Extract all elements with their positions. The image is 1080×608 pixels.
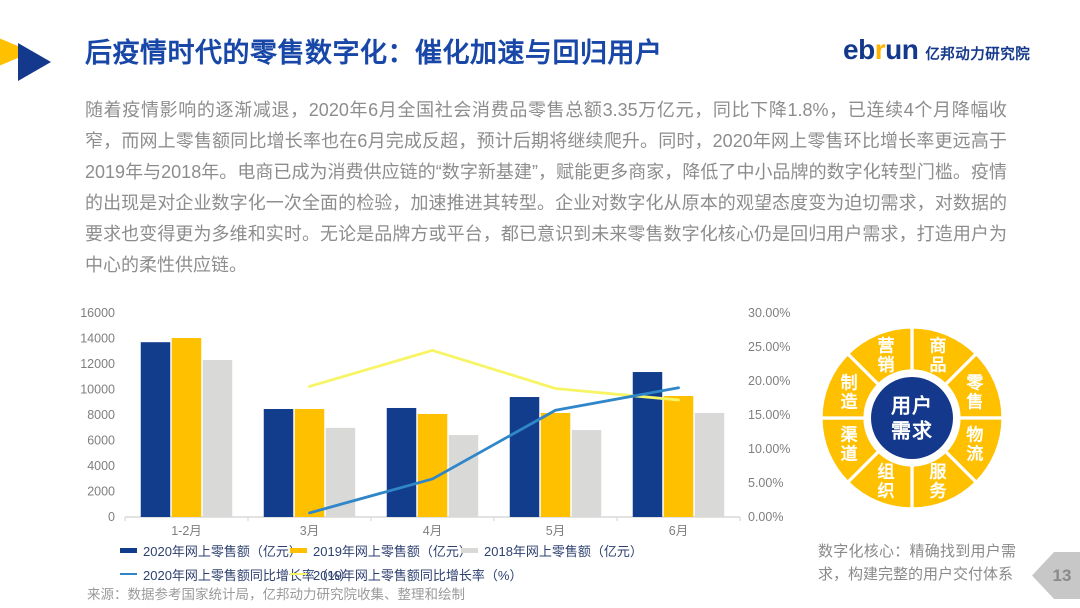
bar-1-2月-series1	[171, 337, 202, 517]
legend-label: 2019年网上零售额（亿元）	[313, 543, 472, 559]
body-paragraph: 随着疫情影响的逐渐减退，2020年6月全国社会消费品零售总额3.35万亿元，同比…	[85, 100, 1007, 275]
left-axis-tick: 12000	[80, 357, 115, 371]
legend-item-1: 2019年网上零售额（亿元）	[290, 543, 472, 559]
page-number-badge: 13	[1032, 552, 1080, 599]
right-axis-tick: 10.00%	[748, 442, 790, 456]
right-axis-tick: 0.00%	[748, 510, 783, 524]
legend-item-3: 2020年网上零售额同比增长率（%）	[120, 567, 353, 583]
legend-label: 2020年网上零售额同比增长率（%）	[143, 567, 353, 583]
left-axis-tick: 0	[108, 510, 115, 524]
x-axis-label: 4月	[423, 524, 442, 538]
legend-line-swatch	[120, 572, 137, 576]
growth-line-series1	[308, 349, 680, 402]
x-axis-label: 6月	[669, 524, 688, 538]
donut-segment-label-1: 零售	[965, 373, 984, 411]
left-axis-tick: 16000	[80, 306, 115, 320]
bar-4月-series2	[448, 435, 479, 517]
donut-segment-7	[846, 325, 914, 387]
legend-item-2: 2018年网上零售额（亿元）	[461, 543, 643, 559]
bar-5月-series0	[509, 397, 540, 517]
x-axis-label: 5月	[546, 524, 565, 538]
left-axis-tick: 2000	[87, 485, 115, 499]
donut-segment-label-3: 服务	[930, 462, 948, 500]
blue-arrow-icon	[18, 43, 51, 81]
left-axis-tick: 6000	[87, 434, 115, 448]
right-axis-tick: 5.00%	[748, 476, 783, 490]
left-axis-tick: 8000	[87, 408, 115, 422]
donut-segment-label-6: 制造	[841, 372, 859, 411]
donut-segment-label-5: 渠道	[840, 425, 859, 464]
bar-5月-series1	[540, 412, 571, 517]
bar-4月-series0	[386, 407, 417, 517]
x-axis-label: 1-2月	[171, 524, 202, 538]
legend-item-4: 2019年网上零售额同比增长率（%）	[290, 567, 523, 583]
growth-line-series0	[308, 386, 680, 515]
donut-segment-label-2: 物流	[966, 425, 983, 464]
retail-sales-combo-chart: 0 2000 4000 6000 8000 10000 12000 14000 16000 0.0…	[80, 306, 790, 538]
legend-bar-swatch	[290, 547, 307, 553]
ebrun-logo: ebrun 亿邦动力研究院	[843, 34, 1030, 66]
donut-caption: 数字化核心：精确找到用户需求，构建完整的用户交付体系	[818, 543, 1016, 583]
bar-1-2月-series2	[202, 360, 233, 517]
bar-3月-series1	[294, 409, 325, 517]
legend-bar-swatch	[120, 547, 137, 553]
right-axis-tick: 30.00%	[748, 306, 790, 320]
bar-6月-series2	[694, 412, 725, 517]
donut-center-label: 用户需求	[891, 394, 933, 443]
right-axis-tick: 25.00%	[748, 340, 790, 354]
donut-segment-label-7: 营销	[877, 336, 894, 375]
legend-bar-swatch	[461, 547, 478, 553]
page-title: 后疫情时代的零售数字化：催化加速与回归用户	[85, 38, 663, 68]
bar-6月-series1	[663, 396, 694, 517]
right-axis-tick: 20.00%	[748, 374, 790, 388]
donut-segment-label-0: 商品	[930, 336, 947, 375]
logo-org-name: 亿邦动力研究院	[925, 47, 1031, 63]
left-axis-tick: 4000	[87, 459, 115, 473]
legend-label: 2019年网上零售额同比增长率（%）	[313, 567, 523, 583]
donut-center-circle	[871, 377, 953, 459]
bar-3月-series0	[263, 409, 294, 517]
legend-line-swatch	[290, 572, 307, 576]
logo-wordmark: ebrun	[843, 34, 919, 65]
right-axis-tick: 15.00%	[748, 408, 790, 422]
logo-accent-letter: r	[874, 34, 886, 65]
left-axis-tick: 10000	[80, 383, 115, 397]
bar-5月-series2	[571, 430, 602, 517]
legend-label: 2020年网上零售额（亿元）	[143, 543, 302, 559]
legend-label: 2018年网上零售额（亿元）	[484, 543, 643, 559]
left-axis-tick: 14000	[80, 332, 115, 346]
bar-1-2月-series0	[140, 342, 171, 517]
x-axis-label: 3月	[300, 524, 319, 538]
legend-item-0: 2020年网上零售额（亿元）	[120, 543, 302, 559]
source-note: 来源：数据参考国家统计局，亿邦动力研究院收集、整理和绘制	[87, 587, 465, 602]
donut-segment-label-4: 组织	[877, 461, 894, 500]
bar-4月-series1	[417, 413, 448, 517]
